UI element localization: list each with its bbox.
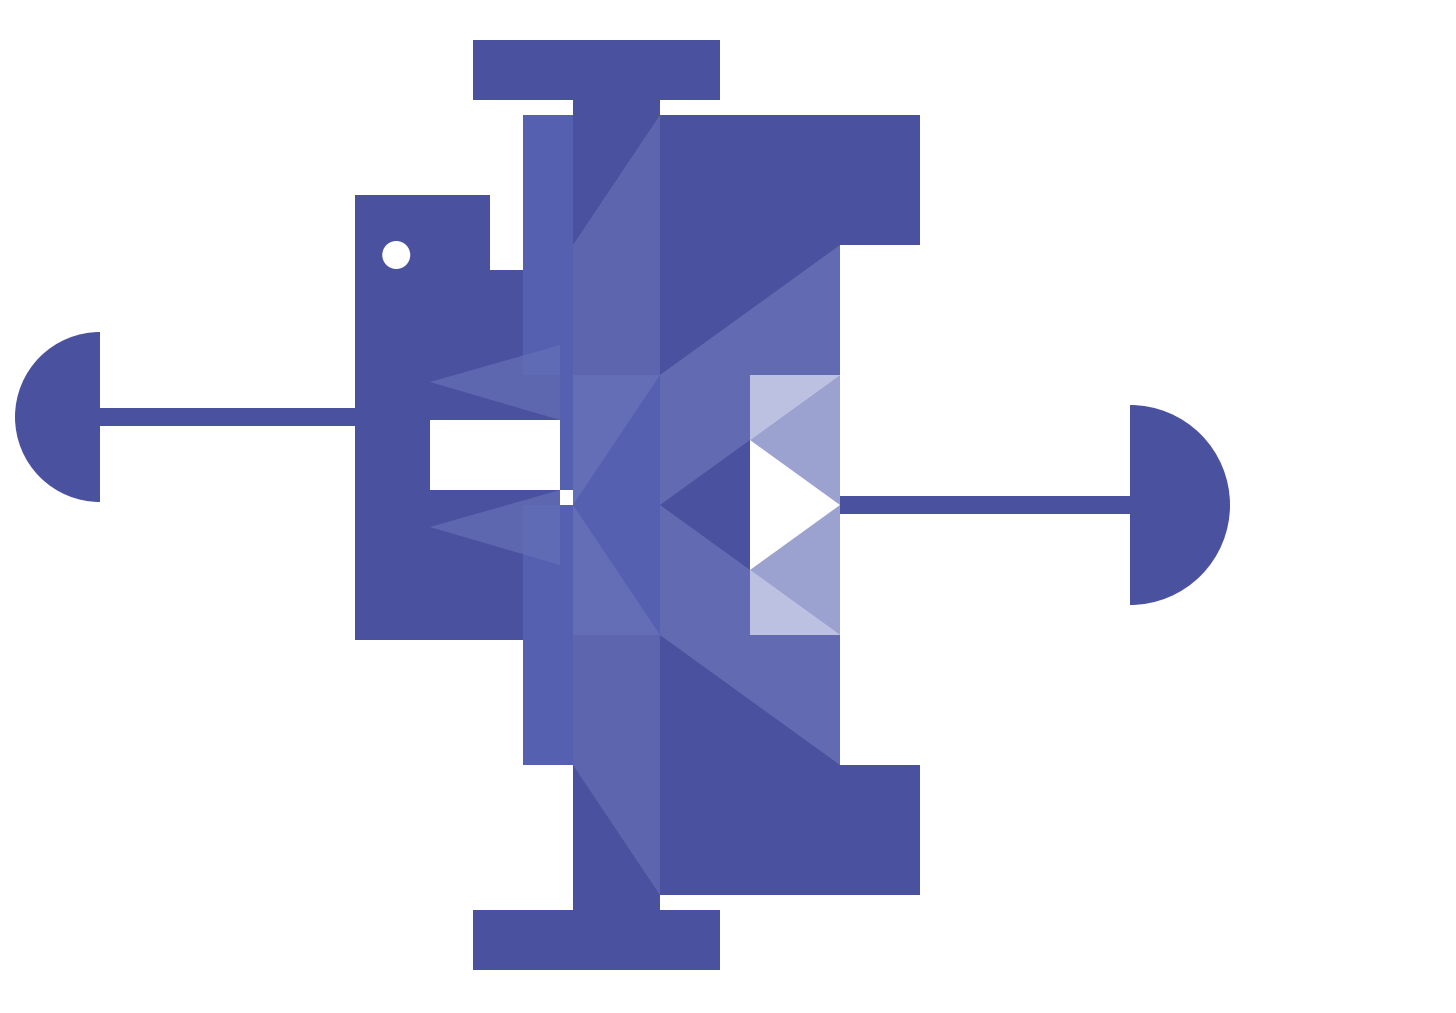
Polygon shape — [574, 505, 660, 895]
Bar — [840, 496, 1130, 514]
Bar — [660, 40, 721, 100]
Polygon shape — [660, 245, 840, 505]
Bar — [430, 565, 540, 640]
Bar — [430, 570, 491, 640]
Bar — [574, 375, 660, 635]
Bar — [523, 245, 574, 375]
Polygon shape — [430, 345, 561, 420]
Bar — [660, 115, 920, 245]
Bar — [430, 490, 561, 565]
Wedge shape — [1130, 405, 1230, 605]
Bar — [355, 194, 430, 640]
Bar — [473, 910, 574, 970]
Bar — [574, 40, 660, 970]
Bar — [430, 270, 540, 345]
Bar — [523, 115, 574, 245]
Wedge shape — [15, 332, 100, 502]
Bar — [561, 345, 590, 490]
Polygon shape — [574, 115, 660, 505]
Bar — [660, 765, 920, 895]
Bar — [660, 910, 721, 970]
Polygon shape — [660, 505, 840, 765]
Bar — [660, 245, 840, 375]
Bar — [660, 505, 750, 635]
Bar — [523, 505, 574, 635]
Bar — [523, 635, 574, 765]
Bar — [430, 345, 561, 420]
Bar — [660, 635, 840, 765]
Bar — [430, 194, 491, 270]
Polygon shape — [750, 505, 840, 635]
Bar — [100, 408, 355, 426]
Bar — [473, 40, 574, 100]
Circle shape — [383, 241, 411, 269]
Bar — [660, 375, 750, 505]
Polygon shape — [430, 490, 561, 565]
Polygon shape — [750, 375, 840, 505]
